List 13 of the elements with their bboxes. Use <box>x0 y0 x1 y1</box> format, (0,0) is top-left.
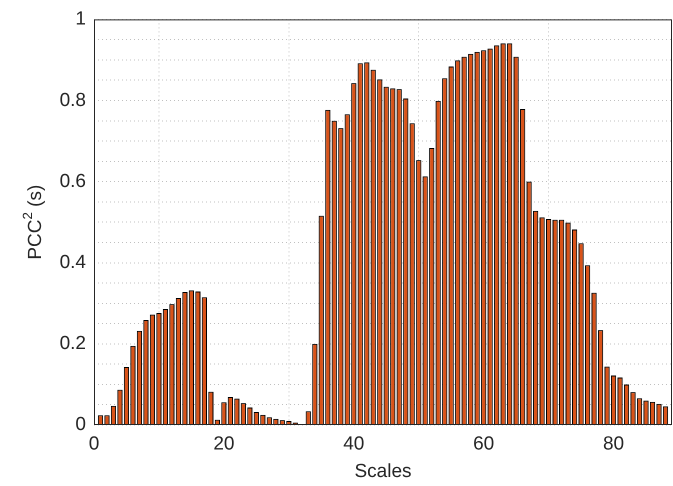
y-tick-label: 0 <box>75 414 86 436</box>
x-tick-label: 40 <box>343 434 364 455</box>
y-tick-label: 0.6 <box>60 170 86 192</box>
x-tick-label: 60 <box>473 434 494 455</box>
y-tick-label: 0.8 <box>60 90 86 111</box>
y-tick-label: 1 <box>75 8 86 30</box>
y-axis-title: PCC2 (s) <box>20 184 46 260</box>
y-tick-label: 0.2 <box>60 333 86 354</box>
y-tick-label: 0.4 <box>60 252 86 273</box>
x-axis-title: Scales <box>354 461 412 482</box>
x-tick-label: 80 <box>602 434 624 455</box>
x-tick-label: 20 <box>213 434 234 455</box>
x-tick-label: 0 <box>88 434 100 455</box>
